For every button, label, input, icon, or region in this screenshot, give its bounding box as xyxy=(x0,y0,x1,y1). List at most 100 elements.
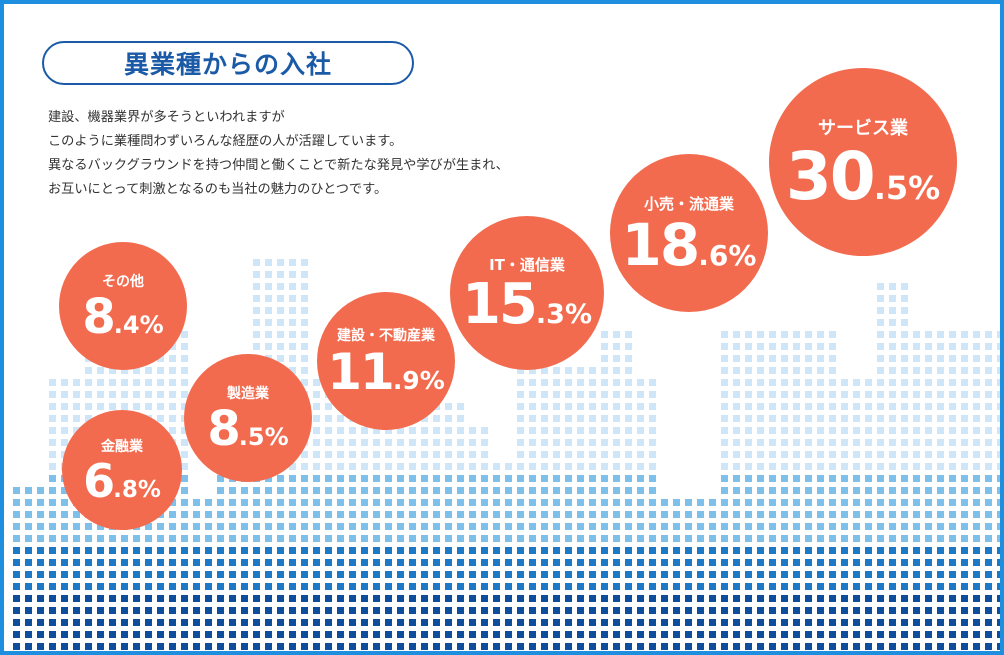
skyline-dot xyxy=(385,643,392,650)
skyline-dot xyxy=(829,463,836,470)
skyline-dot xyxy=(121,379,128,386)
skyline-dot xyxy=(733,475,740,482)
skyline-dot xyxy=(385,463,392,470)
skyline-dot xyxy=(481,571,488,578)
skyline-dot xyxy=(877,499,884,506)
skyline-dot xyxy=(421,511,428,518)
skyline-dot xyxy=(481,511,488,518)
skyline-dot xyxy=(421,523,428,530)
skyline-dot xyxy=(541,523,548,530)
skyline-dot xyxy=(385,631,392,638)
skyline-dot xyxy=(553,391,560,398)
skyline-dot xyxy=(781,547,788,554)
skyline-dot xyxy=(529,415,536,422)
skyline-dot xyxy=(289,295,296,302)
skyline-dot xyxy=(817,355,824,362)
skyline-dot xyxy=(961,523,968,530)
skyline-dot xyxy=(277,319,284,326)
industry-percent: 15.3% xyxy=(462,276,592,333)
skyline-dot xyxy=(829,535,836,542)
skyline-dot xyxy=(301,307,308,314)
skyline-dot xyxy=(433,595,440,602)
skyline-dot xyxy=(553,607,560,614)
skyline-dot xyxy=(373,475,380,482)
skyline-dot xyxy=(829,355,836,362)
skyline-dot xyxy=(517,607,524,614)
skyline-dot xyxy=(193,535,200,542)
skyline-dot xyxy=(613,583,620,590)
skyline-dot xyxy=(529,571,536,578)
skyline-dot xyxy=(505,619,512,626)
skyline-dot xyxy=(193,523,200,530)
skyline-dot xyxy=(313,583,320,590)
skyline-dot xyxy=(493,511,500,518)
skyline-dot xyxy=(913,571,920,578)
skyline-dot xyxy=(853,607,860,614)
skyline-dot xyxy=(997,355,1000,362)
skyline-dot xyxy=(325,571,332,578)
skyline-dot xyxy=(469,559,476,566)
skyline-dot xyxy=(169,643,176,650)
skyline-dot xyxy=(529,643,536,650)
skyline-dot xyxy=(73,391,80,398)
skyline-dot xyxy=(733,511,740,518)
skyline-dot xyxy=(169,523,176,530)
skyline-dot xyxy=(361,511,368,518)
skyline-dot xyxy=(781,583,788,590)
skyline-dot xyxy=(973,403,980,410)
skyline-dot xyxy=(841,583,848,590)
skyline-dot xyxy=(973,643,980,650)
skyline-dot xyxy=(217,631,224,638)
skyline-dot xyxy=(853,643,860,650)
skyline-dot xyxy=(421,463,428,470)
skyline-dot xyxy=(733,427,740,434)
skyline-dot xyxy=(685,523,692,530)
skyline-dot xyxy=(829,475,836,482)
skyline-dot xyxy=(421,583,428,590)
skyline-dot xyxy=(601,535,608,542)
skyline-dot xyxy=(829,487,836,494)
skyline-dot xyxy=(697,499,704,506)
skyline-dot xyxy=(49,571,56,578)
skyline-dot xyxy=(877,475,884,482)
skyline-dot xyxy=(217,571,224,578)
skyline-dot xyxy=(577,499,584,506)
skyline-dot xyxy=(85,535,92,542)
skyline-dot xyxy=(649,427,656,434)
skyline-dot xyxy=(901,391,908,398)
skyline-dot xyxy=(313,487,320,494)
skyline-dot xyxy=(169,547,176,554)
skyline-dot xyxy=(13,583,20,590)
bubble-manufacturing: 製造業 8.5% xyxy=(184,354,312,482)
skyline-dot xyxy=(949,403,956,410)
skyline-dot xyxy=(997,583,1000,590)
skyline-dot xyxy=(469,571,476,578)
skyline-dot xyxy=(253,607,260,614)
skyline-dot xyxy=(205,595,212,602)
skyline-dot xyxy=(445,643,452,650)
skyline-dot xyxy=(385,451,392,458)
skyline-dot xyxy=(889,583,896,590)
skyline-dot xyxy=(625,403,632,410)
skyline-dot xyxy=(361,451,368,458)
skyline-dot xyxy=(481,583,488,590)
skyline-dot xyxy=(733,355,740,362)
skyline-dot xyxy=(469,607,476,614)
skyline-dot xyxy=(745,631,752,638)
skyline-dot xyxy=(361,619,368,626)
skyline-dot xyxy=(37,499,44,506)
skyline-dot xyxy=(493,583,500,590)
skyline-dot xyxy=(925,499,932,506)
skyline-dot xyxy=(733,607,740,614)
skyline-dot xyxy=(781,391,788,398)
skyline-dot xyxy=(385,427,392,434)
skyline-dot xyxy=(541,475,548,482)
skyline-dot xyxy=(385,511,392,518)
skyline-dot xyxy=(865,451,872,458)
skyline-dot xyxy=(445,619,452,626)
skyline-dot xyxy=(997,571,1000,578)
skyline-dot xyxy=(253,487,260,494)
skyline-dot xyxy=(97,391,104,398)
skyline-dot xyxy=(541,391,548,398)
skyline-dot xyxy=(937,415,944,422)
